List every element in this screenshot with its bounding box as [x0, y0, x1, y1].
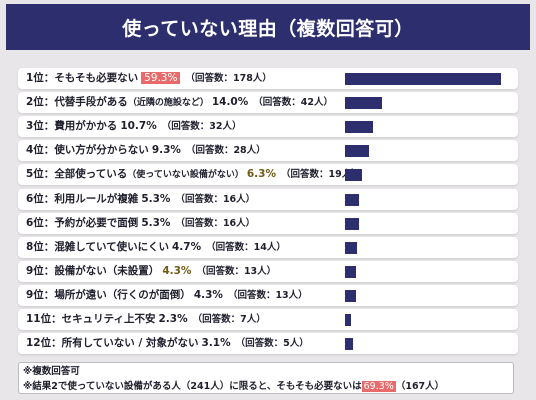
bar	[345, 217, 359, 230]
bar	[345, 73, 501, 85]
bar	[345, 314, 352, 326]
bar-row: 11位：セキュリティ上不安 2.3% （回答数：7人）	[18, 309, 518, 330]
reason-label: 設備がない（未設置）	[54, 264, 160, 277]
response-count: （回答数：28人）	[185, 145, 266, 157]
bar	[345, 289, 357, 302]
bar-row: 12位：所有していない / 対象がない 3.1% （回答数：5人）	[18, 333, 518, 355]
bar	[345, 338, 354, 351]
bar-row: 2位：代替手段がある（近隣の施設など） 14.0% （回答数：42人）	[18, 92, 518, 114]
data-label-pct: 2.3%	[158, 313, 188, 325]
reason-label: 費用がかかる	[54, 120, 118, 133]
row-label: 8位：混雑していて使いにくい 4.7% （回答数：14人）	[26, 237, 286, 258]
rank-label: 12位：	[26, 337, 62, 350]
rank-label: 3位：	[26, 120, 55, 133]
data-label-pct: 4.3%	[193, 288, 223, 301]
row-label: 11位：セキュリティ上不安 2.3% （回答数：7人）	[26, 309, 266, 330]
response-count: （回答数：19人）	[280, 169, 361, 181]
reason-label: 混雑していて使いにくい	[54, 240, 169, 253]
response-count: （回答数：178人）	[185, 73, 272, 84]
footnote-text-after: （167人）	[395, 381, 445, 392]
reason-label: 所有していない / 対象がない	[61, 337, 199, 350]
bar	[345, 193, 359, 206]
reason-label: 予約が必要で面倒	[54, 216, 139, 229]
reason-note: （近隣の施設など）	[127, 98, 209, 109]
row-label: 2位：代替手段がある（近隣の施設など） 14.0% （回答数：42人）	[26, 92, 333, 113]
data-label-pct: 59.3%	[141, 72, 181, 84]
bar	[345, 145, 370, 158]
row-label: 12位：所有していない / 対象がない 3.1% （回答数：5人）	[26, 333, 309, 354]
reason-label: 代替手段がある	[54, 96, 128, 109]
rank-label: 5位：	[26, 168, 55, 181]
rank-label: 11位：	[26, 313, 62, 325]
rank-label: 2位：	[26, 96, 55, 109]
bar	[345, 121, 374, 134]
response-count: （回答数：14人）	[206, 241, 286, 253]
rank-label: 1位：	[26, 72, 55, 84]
footnote-line-1: ※複数回答可	[23, 366, 80, 377]
bar	[345, 97, 382, 110]
data-label-pct: 5.3%	[141, 216, 171, 229]
bar-row: 4位：使い方が分からない 9.3% （回答数：28人）	[18, 140, 518, 162]
footnote-line-2: ※結果2で使っていない設備がある人（241人）に限ると、そもそも必要ないは 69.…	[23, 379, 507, 394]
rank-label: 9位：	[26, 264, 55, 277]
row-label: 9位：場所が遠い（行くのが面倒） 4.3% （回答数：13人）	[26, 285, 308, 306]
row-label: 1位：そもそも必要ない 59.3% （回答数：178人）	[26, 68, 272, 89]
rank-label: 8位：	[26, 240, 55, 253]
bar-row: 3位：費用がかかる 10.7% （回答数：32人）	[18, 116, 518, 138]
data-label-pct: 6.3%	[246, 168, 276, 181]
data-label-pct: 14.0%	[211, 96, 249, 109]
row-label: 4位：使い方が分からない 9.3% （回答数：28人）	[26, 140, 266, 161]
row-label: 6位：利用ルールが複雑 5.3% （回答数：16人）	[26, 189, 255, 210]
bar	[345, 169, 362, 182]
response-count: （回答数：32人）	[161, 121, 242, 133]
response-count: （回答数：16人）	[175, 217, 256, 229]
data-label-pct: 9.3%	[151, 144, 181, 157]
rank-label: 6位：	[26, 216, 55, 229]
data-label-pct: 10.7%	[120, 120, 157, 133]
reason-label: 場所が遠い（行くのが面倒）	[54, 288, 191, 301]
row-label: 9位：設備がない（未設置） 4.3% （回答数：13人）	[26, 261, 276, 282]
reason-label: 利用ルールが複雑	[54, 192, 139, 205]
reason-label: そもそも必要ない	[54, 72, 139, 84]
response-count: （回答数：13人）	[196, 265, 277, 277]
bar-row: 6位：利用ルールが複雑 5.3% （回答数：16人）	[18, 188, 518, 210]
reason-label: 全部使っている	[54, 168, 128, 181]
response-count: （回答数：13人）	[227, 289, 308, 301]
bar-row: 9位：場所が遠い（行くのが面倒） 4.3% （回答数：13人）	[18, 284, 518, 306]
rank-label: 9位：	[26, 288, 55, 301]
rank-label: 4位：	[26, 144, 55, 157]
bar-row: 9位：設備がない（未設置） 4.3% （回答数：13人）	[18, 260, 518, 282]
footnote-highlight-pct: 69.3%	[361, 381, 396, 392]
bar	[345, 265, 357, 278]
reason-label: 使い方が分からない	[54, 144, 149, 157]
rank-label: 6位：	[26, 192, 55, 205]
footnote-text-before: ※結果2で使っていない設備がある人（241人）に限ると、そもそも必要ないは	[23, 381, 362, 392]
row-label: 6位：予約が必要で面倒 5.3% （回答数：16人）	[26, 213, 255, 234]
row-label: 5位：全部使っている（使っていない設備がない） 6.3% （回答数：19人）	[26, 164, 361, 185]
data-label-pct: 4.3%	[162, 264, 192, 277]
bar-row: 6位：予約が必要で面倒 5.3% （回答数：16人）	[18, 212, 518, 234]
bar-row: 1位：そもそも必要ない 59.3% （回答数：178人）	[18, 68, 518, 89]
data-label-pct: 5.3%	[141, 192, 171, 205]
reason-label: セキュリティ上不安	[61, 313, 156, 325]
data-label-pct: 4.7%	[171, 240, 202, 253]
footnote: ※複数回答可 ※結果2で使っていない設備がある人（241人）に限ると、そもそも必…	[18, 362, 514, 394]
bar-row: 8位：混雑していて使いにくい 4.7% （回答数：14人）	[18, 236, 518, 258]
bar	[345, 241, 358, 254]
response-count: （回答数：5人）	[235, 338, 309, 350]
response-count: （回答数：7人）	[192, 314, 266, 325]
bar-row: 5位：全部使っている（使っていない設備がない） 6.3% （回答数：19人）	[18, 164, 518, 186]
row-label: 3位：費用がかかる 10.7% （回答数：32人）	[26, 116, 241, 137]
response-count: （回答数：16人）	[175, 193, 256, 205]
data-label-pct: 3.1%	[201, 337, 231, 350]
reason-note: （使っていない設備がない）	[127, 170, 244, 181]
response-count: （回答数：42人）	[253, 97, 333, 109]
chart-title: 使っていない理由（複数回答可）	[6, 4, 530, 50]
